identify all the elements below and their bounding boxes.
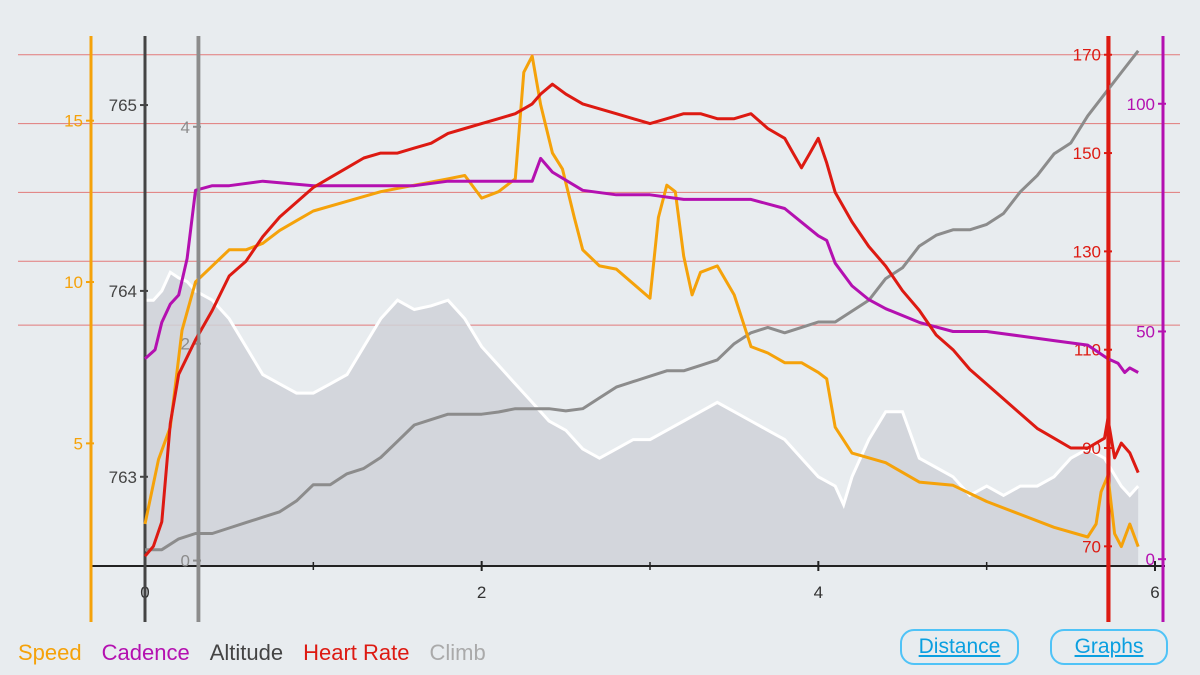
climb-axis-tick-label: 4: [181, 118, 190, 137]
graphs-button[interactable]: Graphs: [1050, 629, 1168, 665]
cadence-axis-tick-label: 100: [1127, 95, 1155, 114]
legend-speed: Speed: [18, 640, 82, 665]
altitude-line: [145, 270, 1140, 509]
heart-rate-series-line: [143, 82, 1140, 558]
heart-rate-axis-tick-label: 150: [1073, 144, 1101, 163]
speed-series-line: [143, 54, 1140, 549]
speed-axis-tick-label: 15: [64, 112, 83, 131]
heart-rate-axis-tick-label: 70: [1082, 537, 1101, 556]
legend-altitude: Altitude: [209, 640, 284, 665]
climb-axis-tick-label: 0: [181, 552, 190, 571]
distance-button[interactable]: Distance: [900, 629, 1019, 665]
cadence-axis-tick-label: 0: [1146, 550, 1155, 569]
altitude-area: [145, 272, 1139, 566]
x-tick-label: 6: [1150, 583, 1159, 602]
x-tick-label: 2: [477, 583, 486, 602]
legend-climb: Climb: [429, 640, 486, 665]
cadence-series-line: [143, 156, 1139, 374]
climb-axis-tick-label: 2: [181, 335, 190, 354]
altitude-axis-tick-label: 764: [109, 282, 137, 301]
heart-rate-axis-tick-label: 130: [1073, 242, 1101, 261]
speed-axis-tick-label: 10: [64, 273, 83, 292]
heart-rate-axis-tick-label: 170: [1073, 46, 1101, 65]
speed-axis-tick-label: 5: [74, 434, 83, 453]
legend-cadence: Cadence: [101, 640, 190, 665]
altitude-axis-tick-label: 763: [109, 468, 137, 487]
x-tick-label: 4: [814, 583, 823, 602]
legend: Speed Cadence Altitude Heart Rate Climb: [18, 640, 486, 666]
altitude-axis-tick-label: 765: [109, 96, 137, 115]
climb-series-line: [145, 49, 1140, 552]
cadence-axis-tick-label: 50: [1136, 322, 1155, 341]
legend-heart-rate: Heart Rate: [303, 640, 410, 665]
